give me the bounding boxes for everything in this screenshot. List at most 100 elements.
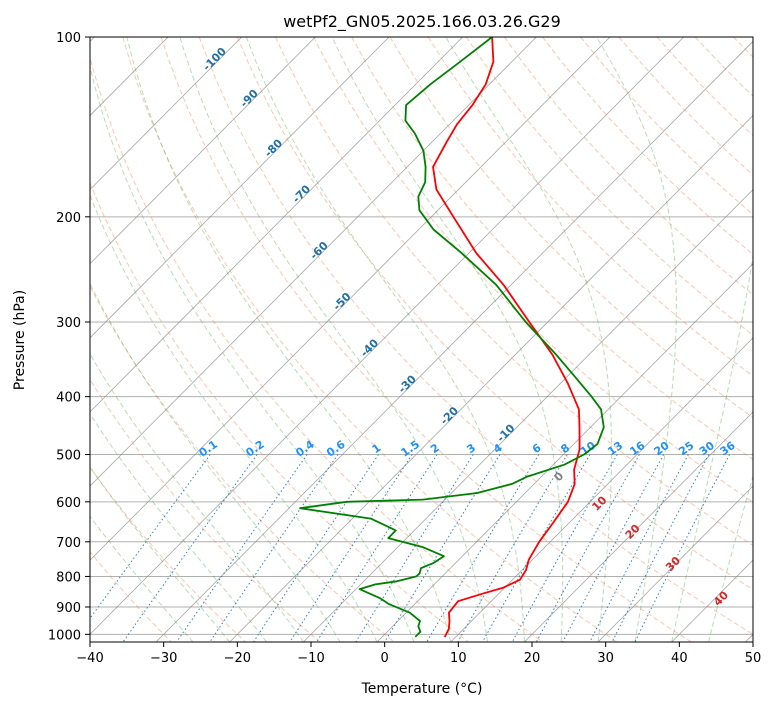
isotherm-label: -100 [200, 45, 229, 74]
isotherm-line [450, 337, 753, 642]
mixing-ratio-label: 2 [428, 441, 442, 456]
mixing-ratio-line [457, 454, 568, 642]
dewpoint-profile-line [299, 37, 605, 638]
mixing-ratio-label: 1 [370, 441, 384, 456]
moist-adiabat-line [331, 37, 564, 642]
x-tick-label: −10 [297, 651, 324, 666]
mixing-ratio-line [289, 454, 413, 642]
isotherm-label: -50 [330, 290, 353, 313]
x-tick-label: 10 [450, 651, 467, 666]
isotherm-line [155, 40, 753, 642]
dry-adiabat-line [90, 181, 469, 642]
moist-adiabat-line [90, 466, 231, 642]
isotherm-line [671, 559, 753, 642]
moist-adiabat-label: 30 [663, 554, 683, 574]
moist-adiabat-line [90, 64, 415, 642]
isotherm-label: -20 [438, 404, 461, 427]
mixing-ratio-line [253, 454, 379, 642]
dry-adiabat-line [198, 37, 753, 635]
moist-adiabat-label: 40 [711, 588, 731, 608]
isotherm-line [303, 189, 753, 642]
mixing-ratio-line [634, 454, 731, 642]
mixing-ratio-line [122, 454, 258, 642]
isotherm-label: -60 [308, 239, 331, 262]
x-axis: −40 −30 −20 −10 0 10 20 30 40 50 [76, 642, 761, 666]
moist-adiabat-label: 20 [623, 522, 643, 542]
dry-adiabat-line [275, 37, 753, 547]
mixing-ratio-line [562, 454, 665, 642]
grid-layer [90, 37, 753, 642]
dry-adiabat-line [656, 37, 753, 137]
mixing-ratio-label: 0.6 [324, 438, 348, 460]
mixing-ratio-line [511, 454, 618, 642]
isotherm-line [376, 263, 753, 642]
y-tick-label: 100 [56, 31, 81, 46]
moist-adiabat-label: 0 [552, 469, 567, 484]
y-tick-label: 800 [56, 570, 81, 585]
mixing-ratio-line [176, 454, 308, 642]
moist-adiabat-line [90, 515, 194, 642]
moist-adiabat-line [596, 37, 677, 642]
mixing-ratio-label: 8 [558, 441, 572, 456]
dry-adiabat-line [122, 37, 618, 642]
x-tick-label: 0 [381, 651, 389, 666]
isotherm-line [90, 37, 684, 635]
dry-adiabat-line [90, 378, 321, 642]
y-axis-label: Pressure (hPa) [12, 290, 28, 390]
y-tick-label: 200 [56, 211, 81, 226]
y-tick-label: 500 [56, 449, 81, 464]
dry-adiabat-line [503, 37, 753, 296]
y-tick-label: 1000 [48, 628, 81, 643]
mixing-ratio-label: 0.2 [243, 438, 266, 460]
mixing-ratio-label: 36 [718, 439, 738, 459]
dry-adiabat-line [389, 37, 753, 419]
mixing-ratio-line [90, 454, 211, 620]
isotherm-line [90, 37, 537, 487]
y-tick-label: 400 [56, 391, 81, 406]
isotherm-label: -70 [290, 182, 313, 205]
plot-frame [89, 36, 754, 643]
moist-adiabat-line [90, 412, 267, 642]
y-axis: 100 200 300 400 500 600 700 800 900 1000 [48, 31, 90, 643]
moist-adiabat-line [90, 352, 304, 642]
isotherm-label: -30 [396, 372, 419, 395]
moist-adiabat-line [708, 474, 753, 642]
moist-adiabat-line [445, 37, 613, 642]
dry-adiabat-line [313, 37, 753, 503]
moist-adiabat-label: 10 [589, 493, 609, 513]
y-tick-label: 600 [56, 496, 81, 511]
dry-adiabat-line [236, 37, 753, 591]
x-tick-label: 50 [745, 651, 762, 666]
dry-adiabat-line [427, 37, 753, 377]
mixing-ratio-line [482, 454, 591, 642]
isotherm-line [229, 114, 753, 642]
x-tick-label: −30 [150, 651, 177, 666]
isotherm-line [90, 37, 242, 191]
isotherm-label: -10 [494, 421, 517, 444]
dry-adiabat-line [694, 37, 753, 97]
mixing-ratio-label: 30 [697, 439, 717, 459]
dry-adiabat-line [733, 37, 753, 58]
isoline-label-layer: 0.1 0.2 0.4 0.6 1 1.5 2 3 4 6 8 10 13 16 20 25 30 36-100-… [197, 45, 738, 609]
x-axis-label: Temperature (°C) [361, 681, 483, 697]
dry-adiabat-line [542, 37, 753, 256]
mixing-ratio-label: 16 [627, 439, 647, 459]
mixing-ratio-label: 6 [530, 441, 544, 456]
mixing-ratio-label: 1.5 [399, 438, 422, 460]
isotherm-label: -40 [358, 336, 381, 359]
dry-adiabat-line [90, 285, 395, 642]
isotherm-line [90, 37, 611, 561]
dry-adiabat-line [90, 55, 543, 642]
mixing-ratio-line [384, 454, 501, 642]
mixing-ratio-line [426, 454, 540, 642]
x-tick-label: 40 [671, 651, 688, 666]
isotherm-line [90, 37, 390, 339]
isotherm-line [597, 485, 753, 642]
y-tick-label: 700 [56, 536, 81, 551]
isotherm-line [745, 633, 753, 642]
isotherm-label: -80 [262, 136, 285, 159]
x-tick-label: 30 [597, 651, 614, 666]
moist-adiabat-line [126, 37, 452, 642]
x-tick-label: −20 [224, 651, 251, 666]
